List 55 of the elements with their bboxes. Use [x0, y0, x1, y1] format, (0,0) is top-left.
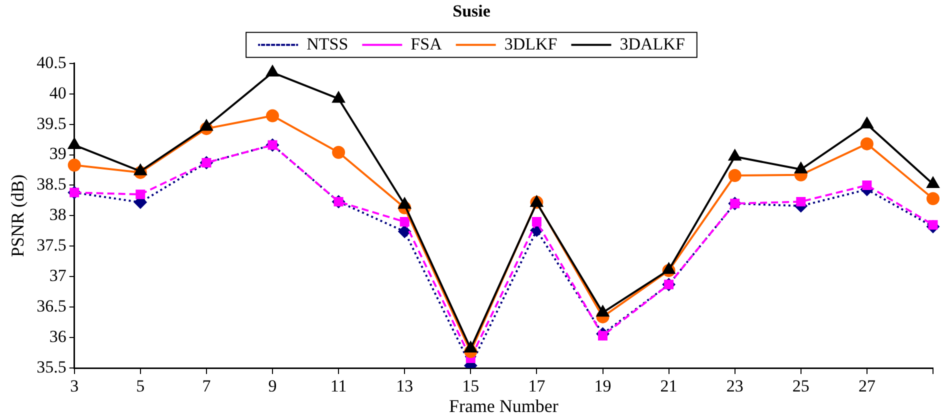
- point: [266, 109, 279, 122]
- y-axis-title: PSNR (dB): [8, 174, 28, 257]
- point: [68, 158, 81, 172]
- x-tick-label: 25: [792, 376, 810, 396]
- y-tick-label: 37: [49, 266, 67, 286]
- point: [728, 168, 742, 182]
- point: [332, 146, 346, 159]
- y-tick-label: 38: [49, 205, 66, 224]
- point: [398, 197, 412, 209]
- x-tick-label: 21: [660, 376, 678, 396]
- point: [266, 65, 280, 77]
- point: [862, 180, 872, 190]
- legend-label: 3DLKF: [504, 34, 558, 54]
- x-axis-title: Frame Number: [448, 396, 558, 416]
- point: [860, 116, 874, 128]
- point: [532, 217, 542, 227]
- y-tick-label: 40: [49, 83, 66, 102]
- y-tick-label: 35.5: [36, 357, 66, 376]
- x-tick-label: 19: [594, 376, 612, 396]
- y-tick-label: 36: [49, 327, 66, 346]
- x-tick-label: 3: [70, 376, 79, 396]
- point: [134, 164, 147, 176]
- y-tick-label: 39.5: [36, 114, 66, 133]
- point: [400, 217, 410, 227]
- x-tick-label: 11: [330, 376, 347, 396]
- y-tick-label: 40.5: [36, 52, 66, 72]
- x-tick-label: 9: [268, 376, 277, 396]
- legend-label: NTSS: [306, 34, 348, 54]
- legend-label: 3DALKF: [620, 34, 685, 54]
- y-tick-label: 37.5: [36, 236, 66, 255]
- x-tick-label: 13: [396, 376, 414, 396]
- x-tick-label: 5: [136, 376, 145, 396]
- x-tick-label: 15: [462, 376, 480, 396]
- x-tick-label: 7: [202, 376, 212, 396]
- point: [398, 225, 412, 238]
- chart-title: Susie: [452, 2, 491, 21]
- point: [596, 305, 610, 317]
- point: [860, 137, 874, 150]
- point: [926, 192, 940, 206]
- point: [332, 91, 346, 103]
- x-tick-label: 27: [858, 376, 876, 396]
- legend-label: FSA: [410, 34, 443, 54]
- x-tick-label: 17: [528, 376, 546, 396]
- point: [464, 341, 478, 353]
- y-tick-label: 39: [49, 144, 66, 164]
- point: [68, 138, 81, 150]
- point: [796, 196, 806, 206]
- point: [136, 190, 146, 200]
- point: [728, 149, 742, 161]
- point: [200, 119, 214, 131]
- x-tick-label: 23: [726, 376, 744, 396]
- y-tick-label: 36.5: [36, 296, 66, 316]
- point: [926, 176, 940, 188]
- y-tick-label: 38.5: [36, 174, 66, 194]
- point: [794, 162, 808, 174]
